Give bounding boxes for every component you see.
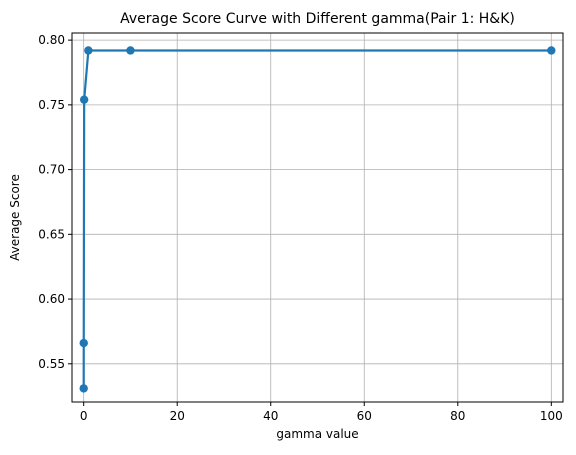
chart-title: Average Score Curve with Different gamma… xyxy=(120,11,515,27)
y-tick-label: 0.75 xyxy=(38,98,65,112)
data-point xyxy=(80,339,88,347)
x-tick-label: 100 xyxy=(540,409,563,423)
x-tick-label: 80 xyxy=(450,409,465,423)
y-axis-label: Average Score xyxy=(8,174,22,261)
y-tick-label: 0.60 xyxy=(38,292,65,306)
x-tick-label: 40 xyxy=(263,409,278,423)
y-tick-label: 0.65 xyxy=(38,227,65,241)
y-tick-label: 0.55 xyxy=(38,357,65,371)
x-tick-label: 20 xyxy=(170,409,185,423)
x-tick-label: 0 xyxy=(80,409,88,423)
y-tick-label: 0.80 xyxy=(38,33,65,47)
data-point xyxy=(80,95,88,103)
data-point xyxy=(547,46,555,54)
data-point xyxy=(126,46,134,54)
x-tick-label: 60 xyxy=(357,409,372,423)
data-point xyxy=(84,46,92,54)
x-axis-label: gamma value xyxy=(276,427,358,441)
y-tick-label: 0.70 xyxy=(38,163,65,177)
data-point xyxy=(79,384,87,392)
